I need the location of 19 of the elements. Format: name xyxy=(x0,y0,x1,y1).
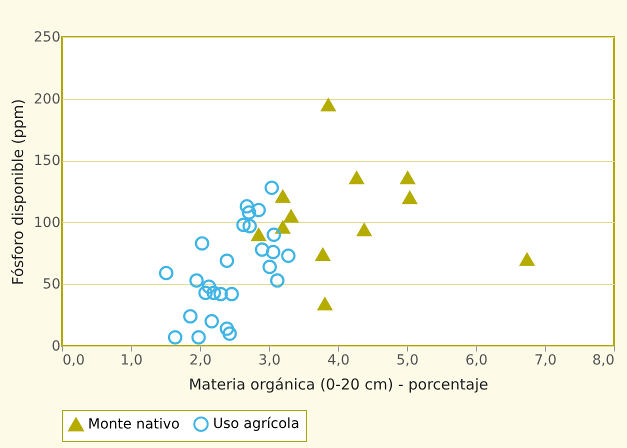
y-tick-label: 150 xyxy=(34,153,60,170)
y-tick-label: 0 xyxy=(52,338,60,354)
y-tick-label: 250 xyxy=(34,30,60,46)
x-tick-label: 1,0 xyxy=(120,352,143,368)
y-tick-label: 200 xyxy=(34,91,60,108)
x-tick-label: 4,0 xyxy=(327,352,350,368)
legend-label: Monte nativo xyxy=(88,416,180,433)
x-tick-label: 3,0 xyxy=(258,352,281,368)
y-axis-title: Fósforo disponible (ppm) xyxy=(8,98,27,286)
y-tick-label: 50 xyxy=(42,276,60,293)
x-axis-title: Materia orgánica (0-20 cm) - porcentaje xyxy=(188,376,488,394)
x-tick-label: 6,0 xyxy=(465,352,488,368)
x-tick-label: 5,0 xyxy=(396,352,419,368)
legend-label: Uso agrícola xyxy=(213,416,300,432)
x-tick-label: 0,0 xyxy=(62,352,85,368)
x-tick-label: 2,0 xyxy=(189,352,212,368)
y-tick-label: 100 xyxy=(34,214,60,231)
x-tick-label: 7,0 xyxy=(534,352,557,368)
x-tick-label: 8,0 xyxy=(592,352,614,368)
